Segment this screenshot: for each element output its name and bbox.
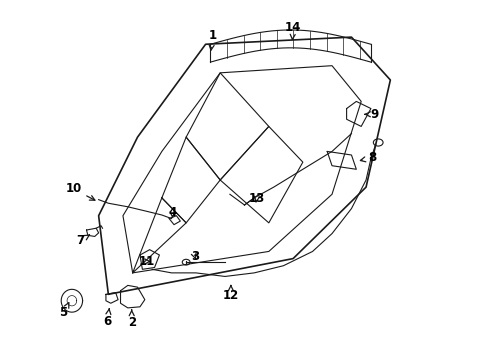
Text: 14: 14 [285, 21, 301, 40]
Text: 7: 7 [76, 234, 89, 247]
Text: 1: 1 [208, 29, 217, 50]
Text: 2: 2 [127, 310, 136, 329]
Text: 13: 13 [248, 192, 264, 205]
Text: 8: 8 [360, 151, 375, 165]
Text: 11: 11 [139, 255, 155, 268]
Text: 6: 6 [103, 309, 111, 328]
Text: 12: 12 [223, 285, 239, 302]
Text: 4: 4 [168, 206, 176, 219]
Text: 9: 9 [364, 108, 378, 121]
Text: 10: 10 [65, 183, 95, 200]
Text: 3: 3 [190, 250, 199, 263]
Text: 5: 5 [60, 303, 69, 319]
